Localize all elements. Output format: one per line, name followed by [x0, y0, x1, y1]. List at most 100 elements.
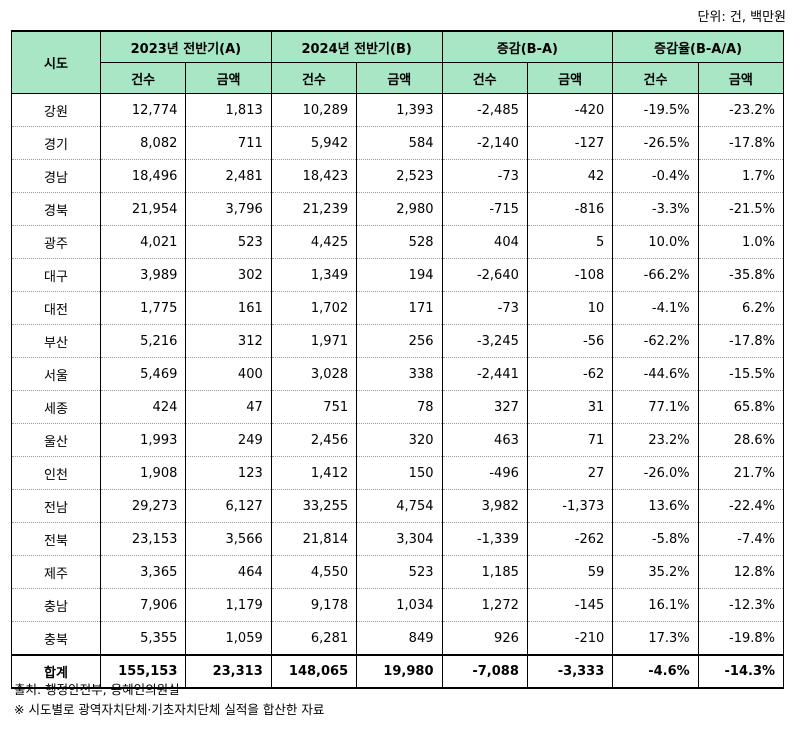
value-cell: 1,971: [270, 324, 358, 358]
value-cell: -108: [526, 258, 614, 292]
value-cell: 4,425: [270, 225, 358, 259]
value-cell: 194: [356, 258, 443, 292]
value-cell: 1,412: [270, 456, 358, 490]
value-cell: 1,775: [99, 291, 187, 325]
value-cell: 65.8%: [697, 390, 785, 424]
region-cell: 울산: [11, 423, 101, 457]
value-cell: 711: [185, 126, 272, 160]
value-cell: -145: [526, 588, 614, 622]
value-cell: 424: [99, 390, 187, 424]
region-cell: 세종: [11, 390, 101, 424]
value-cell: -17.8%: [697, 126, 785, 160]
value-cell: 2,523: [356, 159, 443, 193]
value-cell: 13.6%: [612, 489, 699, 523]
value-cell: 751: [270, 390, 358, 424]
value-cell: 3,304: [356, 522, 443, 556]
value-cell: 16.1%: [612, 588, 699, 622]
value-cell: 161: [185, 291, 272, 325]
value-cell: 6.2%: [697, 291, 785, 325]
value-cell: 338: [356, 357, 443, 391]
notes: 출처: 행정안전부, 용혜인의원실 ※ 시도별로 광역자치단체·기초자치단체 실…: [14, 680, 324, 720]
value-cell: 2,456: [270, 423, 358, 457]
region-cell: 전남: [11, 489, 101, 523]
table-row: 경기 8,082 711 5,942 584 -2,140 -127 -26.5% -17.8%: [11, 126, 785, 160]
value-cell: 2,481: [185, 159, 272, 193]
value-cell: 523: [356, 555, 443, 589]
value-cell: 8,082: [99, 126, 187, 160]
value-cell: 1,813: [185, 93, 272, 127]
value-cell: 1,034: [356, 588, 443, 622]
value-cell: 42: [526, 159, 614, 193]
value-cell: -816: [526, 192, 614, 226]
value-cell: 404: [441, 225, 528, 259]
value-cell: 21.7%: [697, 456, 785, 490]
value-cell: 5,355: [99, 621, 187, 656]
value-cell: -19.5%: [612, 93, 699, 127]
value-cell: 10.0%: [612, 225, 699, 259]
header-row-sub: 건수 금액 건수 금액 건수 금액 건수 금액: [12, 62, 785, 94]
value-cell: 3,989: [99, 258, 187, 292]
value-cell: 327: [441, 390, 528, 424]
value-cell: -21.5%: [697, 192, 785, 226]
table-row: 세종 424 47 751 78 327 31 77.1% 65.8%: [11, 390, 785, 424]
table-row: 전남 29,273 6,127 33,255 4,754 3,982 -1,373 13.6%…: [11, 489, 785, 523]
value-cell: 5,216: [99, 324, 187, 358]
region-cell: 전북: [11, 522, 101, 556]
value-cell: 256: [356, 324, 443, 358]
region-cell: 경남: [11, 159, 101, 193]
value-cell: 523: [185, 225, 272, 259]
header-group-2023: 2023년 전반기(A): [100, 30, 272, 63]
value-cell: 3,566: [185, 522, 272, 556]
value-cell: -1,373: [526, 489, 614, 523]
header-amount: 금액: [356, 62, 443, 94]
value-cell: 1,272: [441, 588, 528, 622]
value-cell: -17.8%: [697, 324, 785, 358]
table-row: 경남 18,496 2,481 18,423 2,523 -73 42 -0.4% 1.7%: [11, 159, 785, 193]
value-cell: 35.2%: [612, 555, 699, 589]
table-row: 대구 3,989 302 1,349 194 -2,640 -108 -66.2% -35.8%: [11, 258, 785, 292]
value-cell: 21,239: [270, 192, 358, 226]
value-cell: 27: [526, 456, 614, 490]
value-cell: 71: [526, 423, 614, 457]
value-cell: 400: [185, 357, 272, 391]
value-cell: -15.5%: [697, 357, 785, 391]
value-cell: -62.2%: [612, 324, 699, 358]
value-cell: 148,065: [270, 654, 358, 689]
value-cell: -44.6%: [612, 357, 699, 391]
table-row: 인천 1,908 123 1,412 150 -496 27 -26.0% 21.7%: [11, 456, 785, 490]
value-cell: -496: [441, 456, 528, 490]
value-cell: 3,365: [99, 555, 187, 589]
value-cell: 528: [356, 225, 443, 259]
value-cell: -23.2%: [697, 93, 785, 127]
value-cell: 849: [356, 621, 443, 656]
remark-note: ※ 시도별로 광역자치단체·기초자치단체 실적을 합산한 자료: [14, 702, 325, 717]
value-cell: -3,245: [441, 324, 528, 358]
region-cell: 서울: [11, 357, 101, 391]
value-cell: 1,908: [99, 456, 187, 490]
value-cell: -22.4%: [697, 489, 785, 523]
header-count: 건수: [99, 62, 187, 94]
value-cell: 5,469: [99, 357, 187, 391]
region-cell: 합계: [11, 654, 101, 689]
value-cell: -7.4%: [697, 522, 785, 556]
value-cell: -2,140: [441, 126, 528, 160]
value-cell: -4.6%: [612, 654, 699, 689]
value-cell: 78: [356, 390, 443, 424]
table-row: 울산 1,993 249 2,456 320 463 71 23.2% 28.6%: [11, 423, 785, 457]
value-cell: 12.8%: [697, 555, 785, 589]
value-cell: 1,993: [99, 423, 187, 457]
value-cell: 463: [441, 423, 528, 457]
region-cell: 광주: [11, 225, 101, 259]
header-amount: 금액: [185, 62, 272, 94]
region-cell: 인천: [11, 456, 101, 490]
header-count: 건수: [270, 62, 358, 94]
value-cell: 1.7%: [697, 159, 785, 193]
value-cell: -3,333: [526, 654, 614, 689]
header-row-groups: 시도 2023년 전반기(A) 2024년 전반기(B) 증감(B-A) 증감율…: [11, 30, 785, 94]
value-cell: 3,982: [441, 489, 528, 523]
value-cell: -2,441: [441, 357, 528, 391]
value-cell: -7,088: [441, 654, 528, 689]
table-row: 부산 5,216 312 1,971 256 -3,245 -56 -62.2% -17.8%: [11, 324, 785, 358]
region-cell: 경기: [11, 126, 101, 160]
value-cell: 17.3%: [612, 621, 699, 656]
